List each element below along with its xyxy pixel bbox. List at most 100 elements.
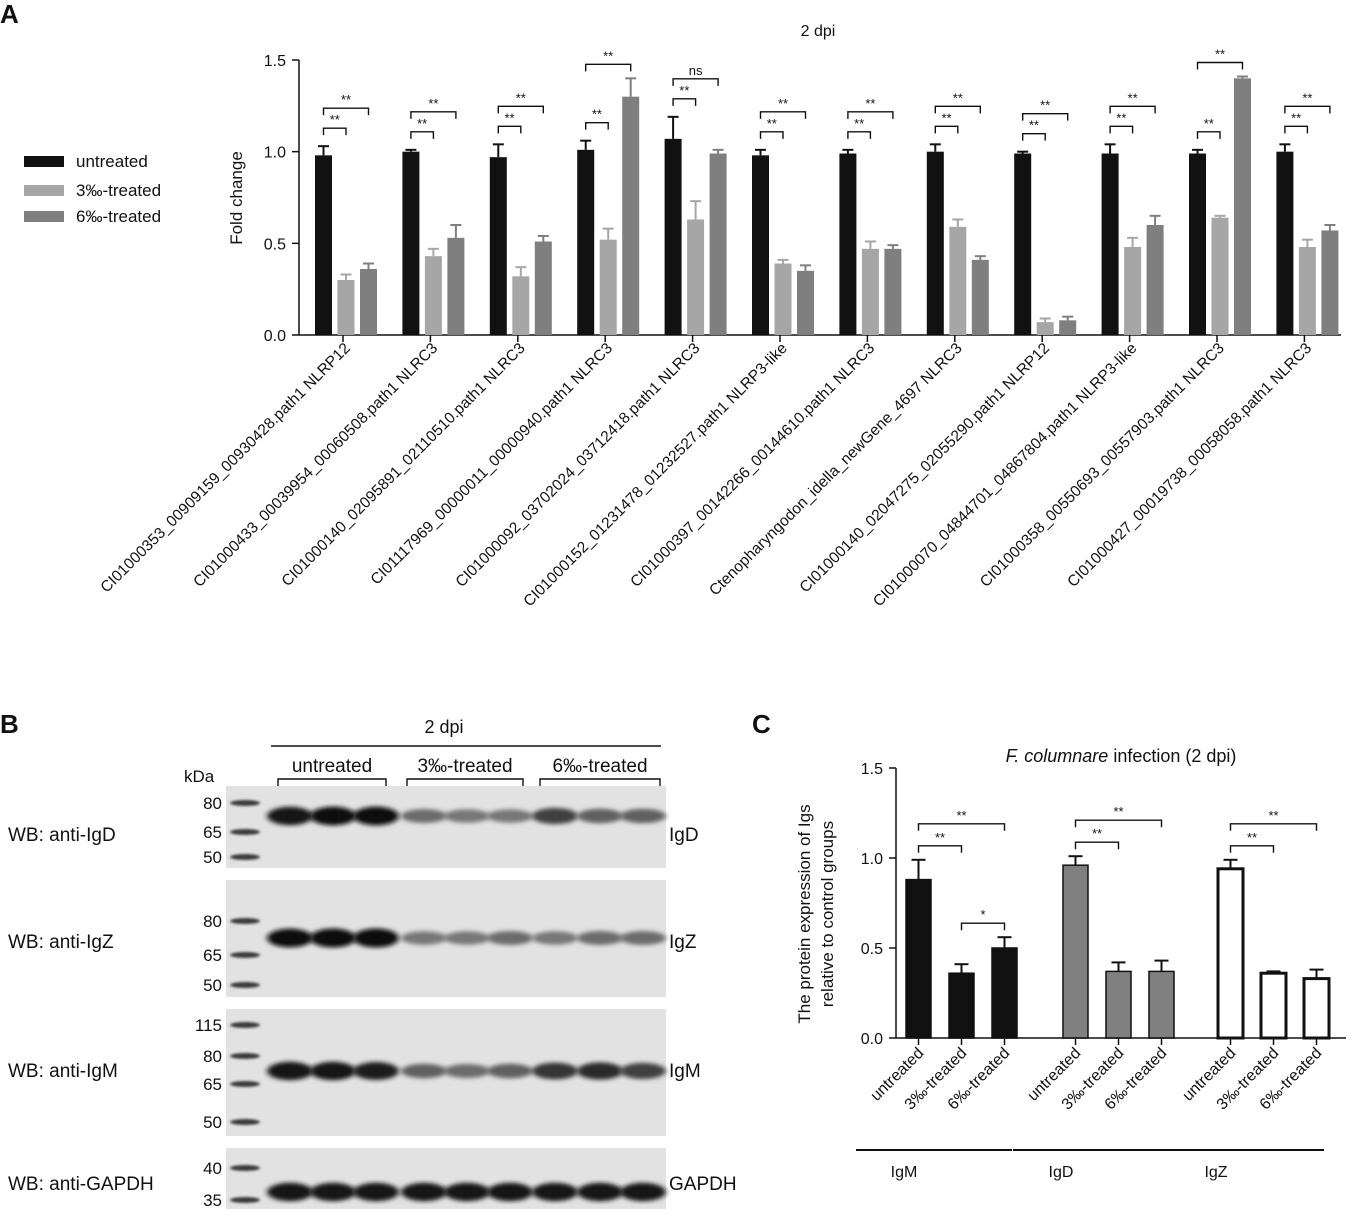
blot-band — [353, 1062, 399, 1080]
sig-bracket-low-label: ** — [1029, 118, 1039, 133]
blot-band — [267, 806, 313, 826]
sig-bracket-high-bracket — [585, 63, 632, 72]
sig-bracket-high-bracket — [759, 111, 807, 119]
bar-6‰-treated — [622, 96, 640, 336]
blot-row-igd: WB: anti-IgD 80 65 50 IgD — [8, 786, 699, 868]
blot-band — [353, 806, 399, 826]
panel-b-letter: B — [0, 709, 19, 739]
bar-untreated — [577, 149, 595, 335]
group-label: IgZ — [1204, 1164, 1227, 1181]
sig-bracket-high-label: ** — [1128, 90, 1138, 105]
sig-bracket-low-label: ** — [417, 116, 427, 131]
sig-bracket-high-label: ** — [865, 96, 875, 111]
panel-c-letter: C — [752, 709, 771, 739]
sig-bracket-low: ** — [847, 116, 872, 139]
blot-kda-label: kDa — [184, 767, 215, 786]
blot-band-label: IgZ — [669, 932, 697, 953]
sig-bracket-high-bracket — [847, 111, 894, 119]
sig-bracket-low: ** — [1196, 116, 1221, 139]
blot-band-label: GAPDH — [669, 1174, 737, 1195]
bar-3‰-treated — [512, 276, 530, 335]
sig-bracket-low-label: ** — [592, 107, 602, 122]
sig-bracket-low-label: ** — [854, 116, 864, 131]
blot-band — [532, 1062, 578, 1080]
blot-band — [577, 808, 623, 824]
bar-untreated — [752, 155, 769, 335]
sig-bracket-mid-bracket — [960, 922, 1006, 931]
bar-3‰-treated — [861, 248, 879, 335]
sig-bracket-high: ** — [1074, 804, 1163, 828]
y-tick-label: 0.0 — [264, 328, 286, 345]
blot-ladder-band — [230, 1119, 260, 1125]
sig-bracket-low-label: ** — [1092, 826, 1102, 841]
chart-c-bars — [905, 855, 1331, 1040]
bar-6‰-treated — [709, 153, 727, 335]
bar-3‰-treated — [337, 280, 355, 335]
blot-band — [577, 1182, 623, 1202]
blot-band — [401, 1063, 447, 1079]
sig-bracket-low: ** — [585, 107, 609, 130]
blot-marker-label: 65 — [203, 823, 222, 842]
sig-bracket-low-label: ** — [1247, 830, 1257, 845]
blot-band — [444, 931, 490, 945]
bar-IgZ — [1216, 867, 1245, 1040]
bar-IgD — [1148, 970, 1175, 1039]
sig-bracket-high-bracket — [1284, 105, 1331, 114]
sig-bracket-low-bracket — [672, 98, 697, 106]
sig-bracket-low-bracket — [847, 131, 872, 139]
sig-bracket-low: ** — [497, 110, 522, 134]
sig-bracket-low-bracket — [497, 125, 522, 134]
blot-rows: WB: anti-IgD 80 65 50 IgD WB: anti-IgZ 80 65 50 I… — [8, 786, 737, 1210]
blot-marker-label: 35 — [203, 1191, 222, 1210]
legend-label-untreated: untreated — [76, 152, 148, 171]
sig-bracket-low-bracket — [934, 125, 959, 134]
chart-c-y-ticks: 0.0 0.5 1.0 1.5 — [861, 761, 896, 1048]
chart-c-title-rest: infection (2 dpi) — [1108, 746, 1236, 766]
y-tick-label: 1.0 — [861, 851, 883, 868]
sig-bracket-high-label: ** — [428, 96, 438, 111]
blot-band — [444, 809, 490, 823]
blot-ladder-band — [230, 1165, 260, 1171]
blot-marker-label: 50 — [203, 848, 222, 867]
blot-ladder-band — [230, 854, 260, 860]
sig-bracket-high-bracket — [322, 107, 370, 116]
sig-bracket-high: ** — [847, 96, 894, 119]
blot-band — [577, 930, 623, 946]
sig-bracket-high-label: ** — [1113, 804, 1123, 819]
blot-band — [401, 931, 447, 945]
sig-bracket-high: ** — [1229, 808, 1318, 831]
bar-6‰-treated — [1059, 320, 1077, 335]
sig-bracket-high-label: ** — [341, 92, 351, 107]
y-tick-label: 0.5 — [264, 236, 286, 253]
blot-ladder-band — [230, 1053, 260, 1059]
sig-bracket-mid-label: * — [980, 907, 985, 922]
blot-band — [310, 1061, 356, 1081]
blot-group-bracket — [539, 778, 661, 786]
chart-c-y-label-line1: The protein expression of Igs — [795, 804, 814, 1023]
sig-bracket-low: ** — [759, 116, 784, 139]
sig-bracket-low-bracket — [1196, 131, 1221, 139]
sig-bracket-low-bracket — [585, 121, 609, 130]
blot-band — [487, 1063, 533, 1079]
chart-a-y-ticks: 0.0 0.5 1.0 1.5 — [264, 53, 299, 345]
blot-wb-label: WB: anti-IgM — [8, 1061, 118, 1082]
blot-band — [353, 928, 399, 948]
sig-bracket-low-bracket — [759, 131, 784, 139]
blot-band — [532, 931, 578, 945]
sig-bracket-high-bracket — [672, 78, 719, 86]
sig-bracket-low-label: ** — [935, 830, 945, 845]
sig-bracket-high: ** — [322, 92, 370, 116]
sig-bracket-low-bracket — [1109, 125, 1134, 134]
bar-untreated — [1101, 153, 1119, 335]
blot-marker-label: 80 — [203, 794, 222, 813]
bar-3‰-treated — [774, 263, 792, 335]
blot-band — [444, 1182, 490, 1202]
sig-bracket-low-bracket — [1022, 132, 1046, 141]
bar-IgM — [948, 972, 975, 1039]
bar-3‰-treated — [687, 219, 705, 335]
legend-label-6-treated: 6‰-treated — [76, 207, 161, 226]
chart-a-bars — [315, 75, 1339, 336]
sig-bracket-mid: * — [960, 907, 1006, 931]
sig-bracket-low-label: ** — [1116, 110, 1126, 125]
